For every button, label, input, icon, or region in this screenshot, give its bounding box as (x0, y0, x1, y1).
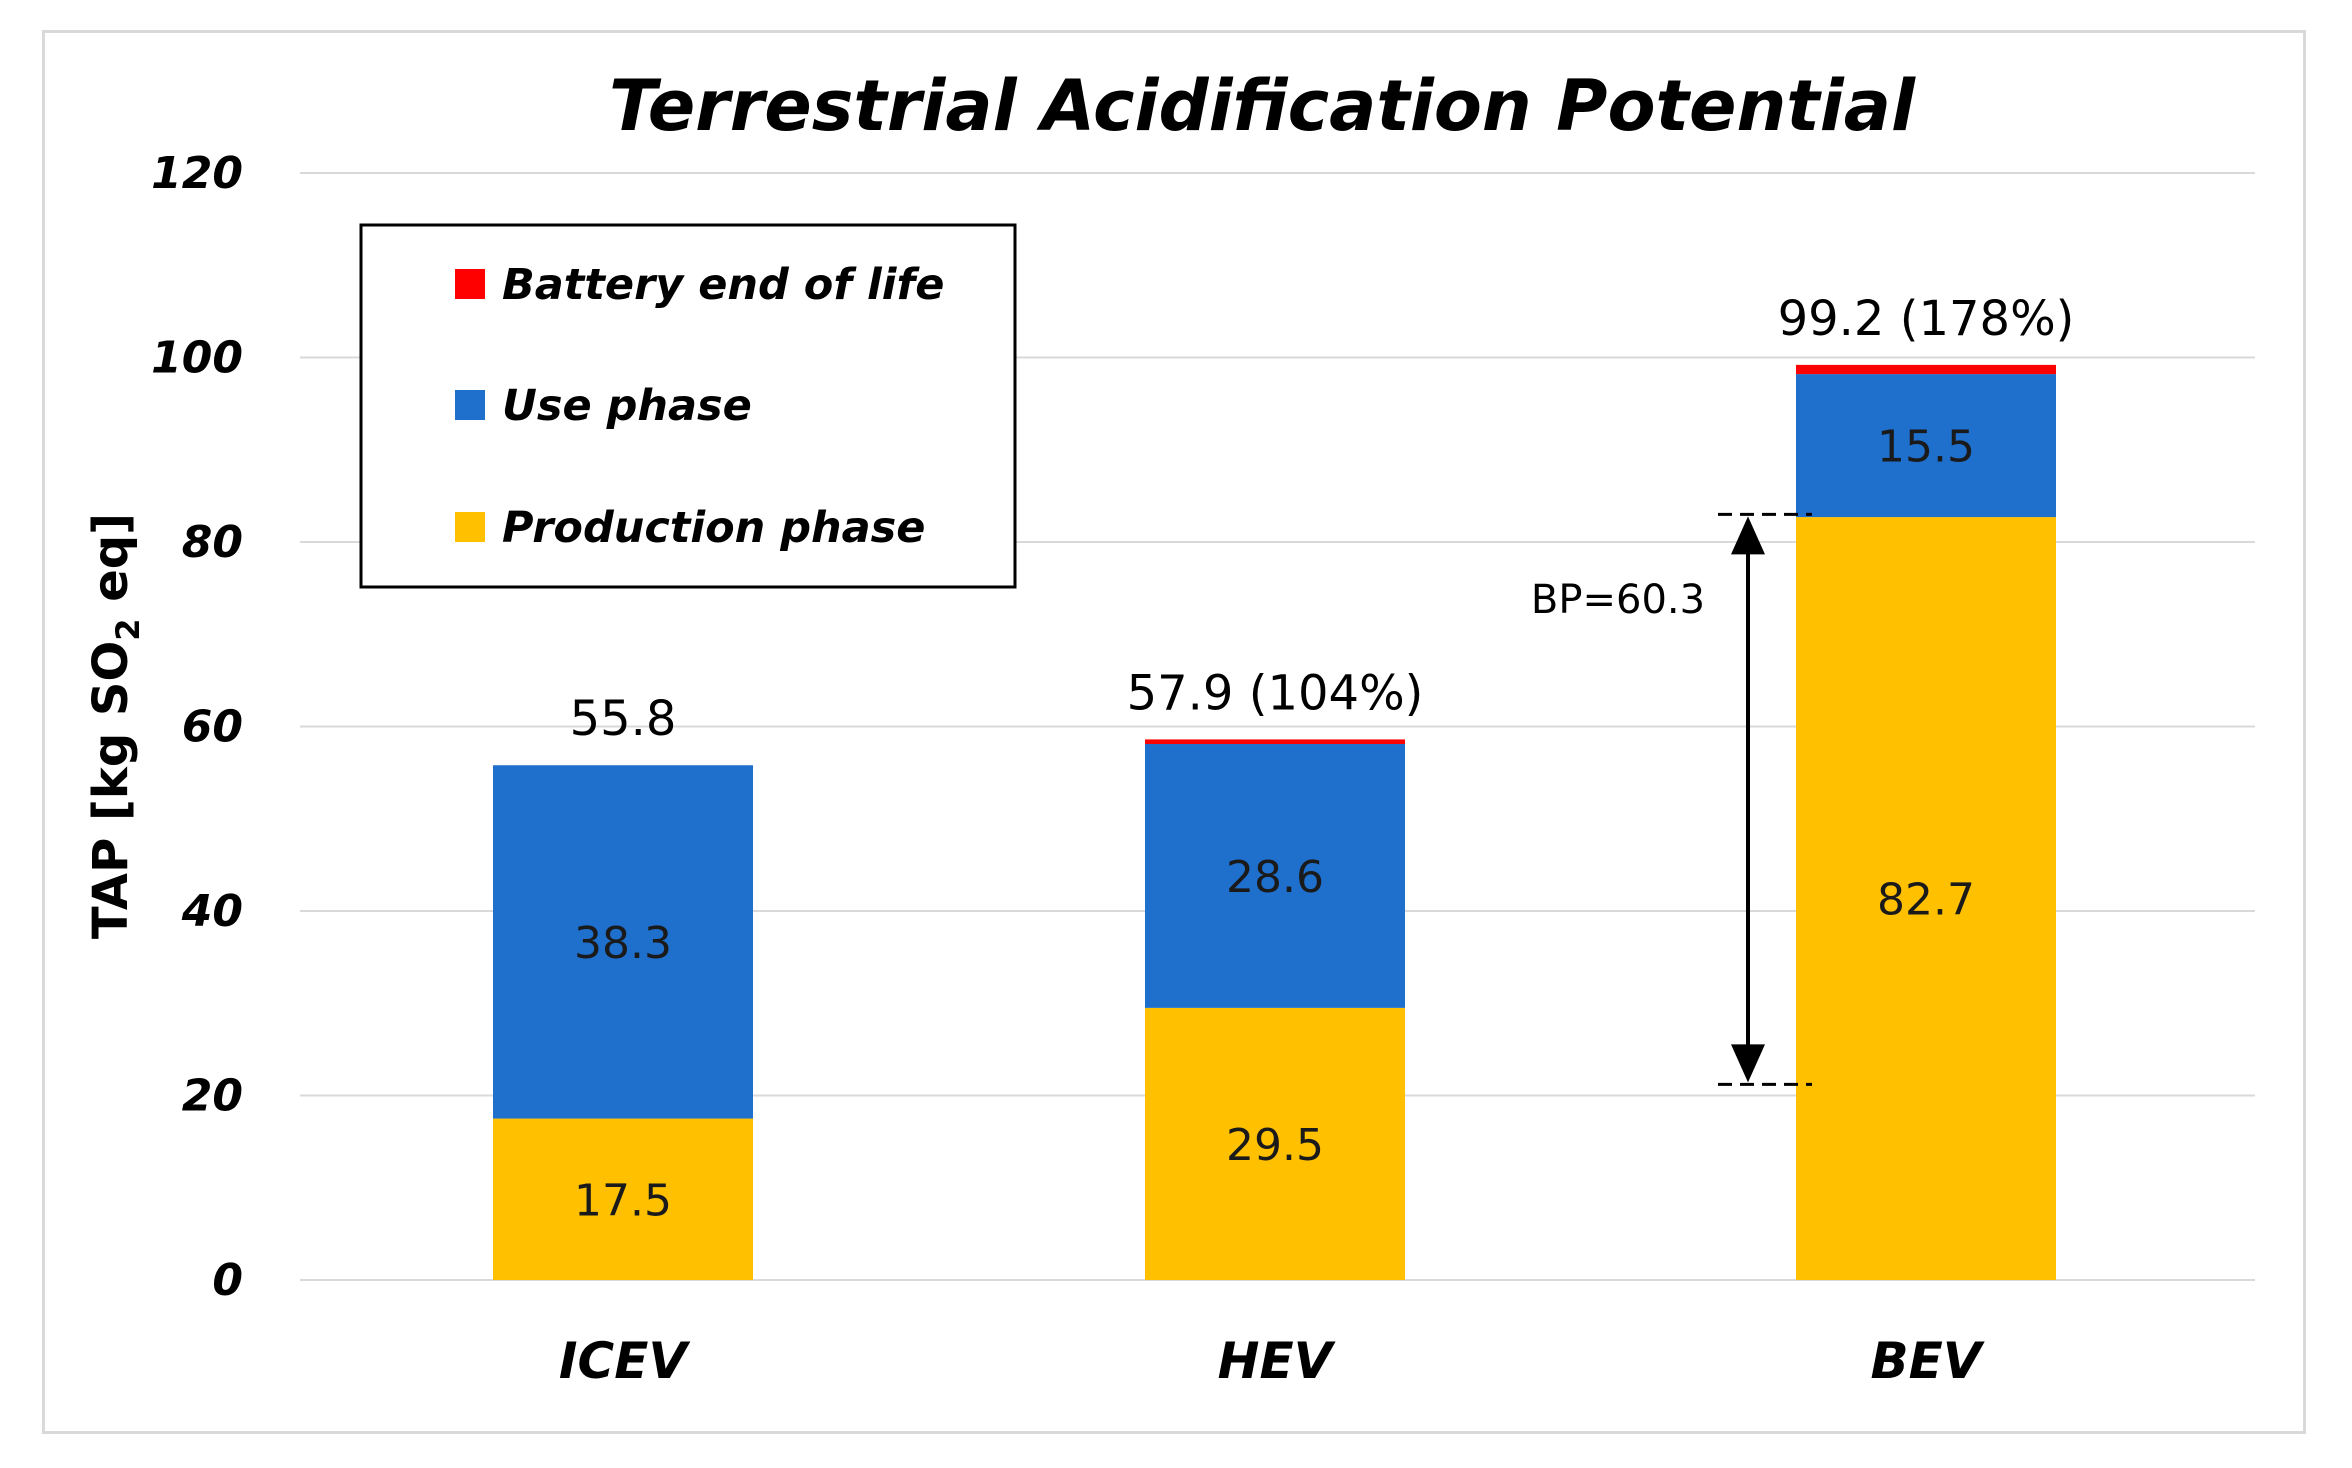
data-label: 29.5 (1226, 1120, 1324, 1171)
legend-label: Use phase (502, 381, 752, 431)
x-category-label: ICEV (559, 1332, 690, 1390)
x-category-label: HEV (1218, 1332, 1336, 1390)
y-tick-label: 100 (151, 333, 243, 384)
annotation-arrowhead-bottom (1731, 1044, 1765, 1083)
y-tick-label: 60 (182, 702, 243, 753)
total-label-bev: 99.2 (178%) (1778, 291, 2075, 347)
y-tick-label: 40 (181, 886, 243, 937)
data-label: 38.3 (574, 918, 672, 969)
bar-use-phase-bev (1796, 374, 2056, 518)
y-tick-label: 0 (212, 1255, 243, 1306)
bar-production-phase-bev (1796, 517, 2056, 1280)
total-label-hev: 57.9 (104%) (1127, 665, 1424, 721)
data-label: 82.7 (1877, 875, 1975, 926)
y-axis-label: TAP [kg SO2 eq] (83, 513, 147, 939)
data-label: 17.5 (574, 1175, 672, 1226)
annotation-arrowhead-top (1731, 516, 1765, 555)
legend-swatch-use-phase (455, 390, 485, 420)
data-label: 28.6 (1226, 852, 1324, 903)
y-tick-label: 120 (151, 148, 243, 199)
bar-use-phase-icev (493, 765, 753, 1119)
chart-title: Terrestrial Acidification Potential (609, 65, 1916, 147)
y-tick-label: 80 (182, 517, 243, 568)
bar-battery-end-of-life-bev (1796, 364, 2056, 375)
legend-label: Production phase (502, 503, 925, 553)
annotation-label: BP=60.3 (1531, 577, 1705, 623)
legend-swatch-production-phase (455, 512, 485, 542)
y-tick-label: 20 (182, 1071, 243, 1122)
x-category-label: BEV (1871, 1332, 1985, 1390)
total-label-icev: 55.8 (570, 691, 677, 747)
legend-swatch-battery-end-of-life (455, 269, 485, 299)
bar-battery-end-of-life-hev (1145, 739, 1405, 745)
bar-use-phase-hev (1145, 744, 1405, 1008)
bar-production-phase-icev (493, 1118, 753, 1280)
bar-production-phase-hev (1145, 1007, 1405, 1280)
data-label: 15.5 (1877, 422, 1975, 473)
legend-label: Battery end of life (502, 260, 944, 310)
